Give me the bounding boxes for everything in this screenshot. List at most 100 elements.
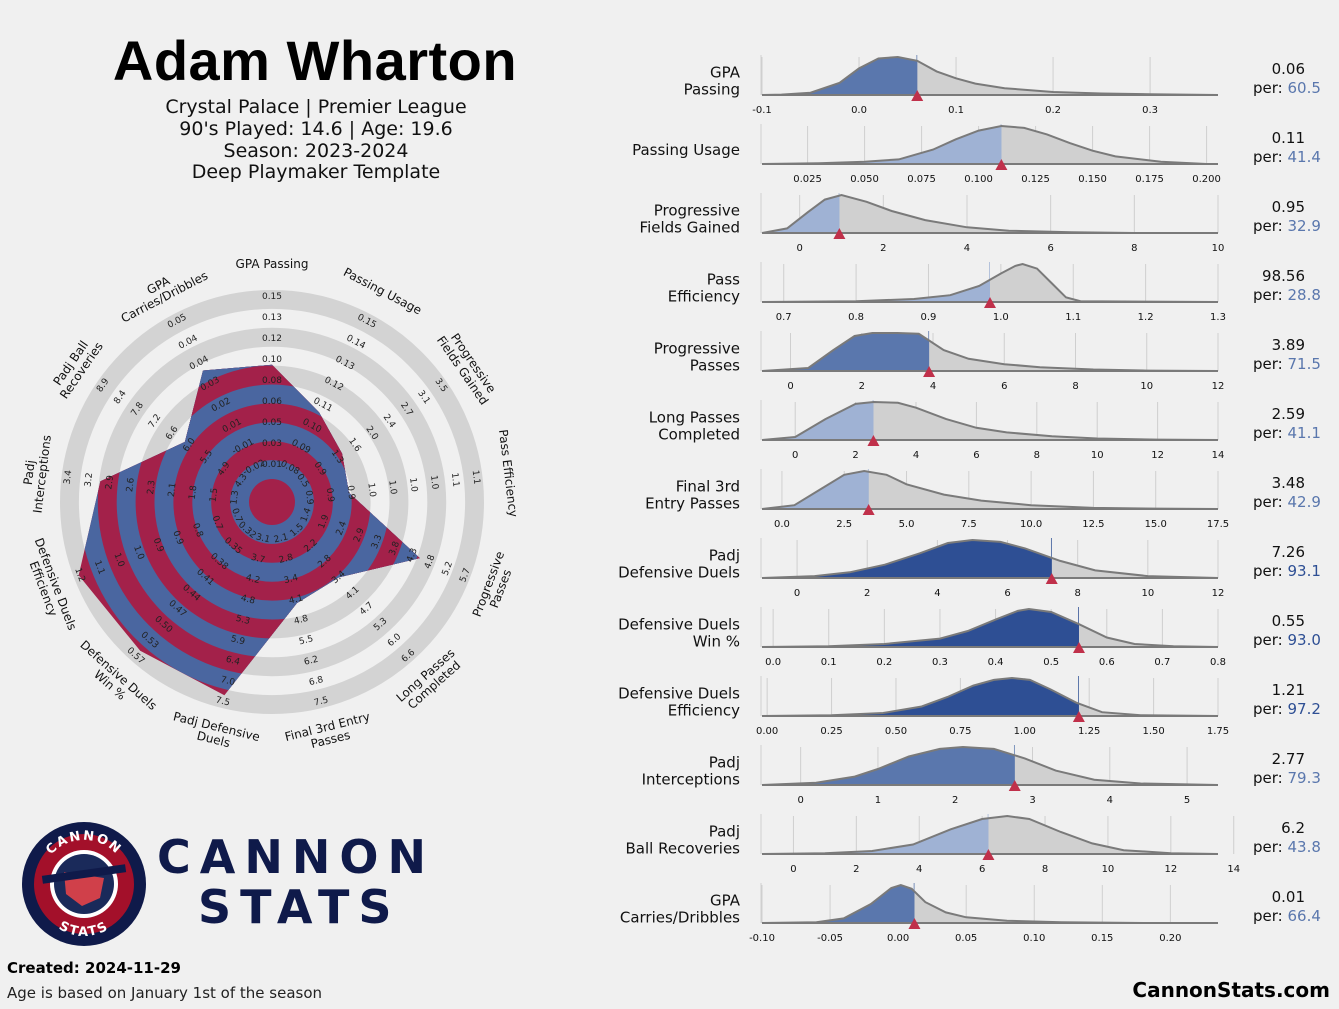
radar-tick-label: 1.4 bbox=[299, 506, 314, 523]
radar-tick-label: 6.8 bbox=[308, 675, 325, 688]
dist-area bbox=[762, 816, 1218, 854]
dist-tick-label: 10 bbox=[1091, 450, 1104, 461]
dist-tick-label: 6 bbox=[1004, 588, 1010, 599]
dist-tick-label: 1.25 bbox=[1078, 726, 1100, 737]
dist-value-text: 0.55 bbox=[1272, 612, 1305, 630]
radar-tick-label: 0.9 bbox=[324, 487, 336, 503]
dist-value-text: 2.59 bbox=[1272, 405, 1305, 423]
dist-tick-label: 8 bbox=[1034, 450, 1040, 461]
dist-curve bbox=[761, 124, 1207, 165]
distribution-row: 0.7 0.8 0.9 1.0 1.1 1.2 1.3 Pass Efficiency 98.56… bbox=[668, 262, 1321, 323]
dist-tick-label: 1.75 bbox=[1207, 726, 1229, 737]
dist-value-text: 2.77 bbox=[1272, 750, 1305, 768]
dist-tick-label: 2 bbox=[852, 450, 858, 461]
dist-tick-label: 10 bbox=[1141, 588, 1154, 599]
dist-value-marker bbox=[1008, 780, 1021, 791]
radar-tick-label: 3.7 bbox=[250, 553, 266, 566]
dist-tick-label: 6 bbox=[979, 864, 985, 875]
logo-word-stats: STATS bbox=[198, 880, 401, 934]
dist-area bbox=[762, 402, 1218, 440]
player-name: Adam Wharton bbox=[112, 29, 518, 92]
dist-tick-label: 12.5 bbox=[1082, 519, 1104, 530]
dist-tick-label: 10.0 bbox=[1020, 519, 1042, 530]
dist-percentile-fill bbox=[762, 471, 869, 509]
dist-tick-label: 4 bbox=[913, 450, 919, 461]
radar-tick-label: 1.0 bbox=[386, 480, 398, 496]
dist-tick-label: 0.05 bbox=[955, 933, 977, 944]
dist-tick-label: 0.00 bbox=[887, 933, 909, 944]
dist-value-marker bbox=[862, 504, 875, 515]
dist-percentile-fill bbox=[762, 57, 918, 95]
dist-tick-label: 4 bbox=[916, 864, 922, 875]
percentile-value: 41.4 bbox=[1287, 148, 1320, 166]
radar-axis-label: Final 3rd EntryPasses bbox=[283, 709, 374, 756]
radar-tick-label: 1.3 bbox=[229, 490, 241, 505]
radar-tick-label: 1.1 bbox=[470, 470, 482, 485]
radar-tick-label: 1.1 bbox=[92, 559, 106, 576]
radar-tick-label: 6.2 bbox=[303, 655, 319, 668]
radar-tick-label: 2.3 bbox=[146, 480, 158, 495]
logo-badge: CANNON STATS bbox=[22, 822, 146, 946]
percentile-prefix: per: bbox=[1253, 838, 1287, 856]
radar-tick-label: 1.0 bbox=[365, 482, 377, 498]
dist-tick-label: 8 bbox=[1131, 243, 1137, 254]
dist-tick-label: 15.0 bbox=[1145, 519, 1167, 530]
dist-metric-label: Progressive Passes bbox=[654, 339, 740, 374]
dist-percentile-fill bbox=[762, 885, 915, 923]
radar-axis-label: Padj DefensiveDuels bbox=[169, 709, 262, 756]
dist-tick-label: 4 bbox=[934, 588, 940, 599]
dist-value-marker bbox=[984, 297, 996, 308]
dist-metric-label: Final 3rd Entry Passes bbox=[645, 477, 740, 512]
dist-metric-label: Pass Efficiency bbox=[668, 270, 740, 305]
percentile-prefix: per: bbox=[1253, 148, 1287, 166]
dist-tick-label: 1 bbox=[875, 795, 881, 806]
dist-tick-label: 0.6 bbox=[1099, 657, 1115, 668]
dist-tick-label: 4 bbox=[964, 243, 970, 254]
dist-tick-label: 10 bbox=[1102, 864, 1115, 875]
dist-tick-label: 0.3 bbox=[932, 657, 948, 668]
radar-axis-label: ProgressivePasses bbox=[469, 549, 519, 623]
radar-tick-label: 0.7 bbox=[210, 514, 224, 531]
dist-tick-label: -0.1 bbox=[752, 105, 772, 116]
dist-tick-label: 0 bbox=[787, 381, 793, 392]
radar-tick-label: 3.4 bbox=[283, 573, 300, 586]
dist-percentile-line: per: 41.4 bbox=[1253, 148, 1321, 166]
radar-tick-label: 2.1 bbox=[273, 532, 289, 545]
dist-tick-label: 4 bbox=[930, 381, 936, 392]
dist-tick-label: 0 bbox=[790, 864, 796, 875]
dist-percentile-line: per: 42.9 bbox=[1253, 493, 1321, 511]
radar-tick-label: 0.08 bbox=[262, 376, 282, 386]
distribution-row: -0.10 -0.05 0.00 0.05 0.10 0.15 0.20 GPA Carries… bbox=[620, 883, 1321, 944]
radar-tick-label: 6.4 bbox=[225, 655, 242, 668]
dist-metric-label: Progressive Fields Gained bbox=[640, 201, 740, 236]
dist-value-text: 1.21 bbox=[1272, 681, 1305, 699]
radar-tick-label: 0.7 bbox=[229, 507, 243, 524]
dist-value-text: 0.95 bbox=[1272, 198, 1305, 216]
radar-tick-label: 2.1 bbox=[167, 482, 179, 497]
dist-tick-label: 1.50 bbox=[1142, 726, 1164, 737]
radar-tick-label: 5.5 bbox=[298, 634, 314, 647]
radar-tick-label: 0.8 bbox=[190, 522, 205, 539]
dist-value-text: 98.56 bbox=[1262, 267, 1305, 285]
dist-tick-label: 0.075 bbox=[907, 174, 936, 185]
dist-tick-label: 0.2 bbox=[1045, 105, 1061, 116]
percentile-prefix: per: bbox=[1253, 562, 1287, 580]
dist-tick-label: 1.3 bbox=[1210, 312, 1226, 323]
dist-metric-label: Padj Ball Recoveries bbox=[626, 822, 741, 857]
radar-axis-label: GPA Passing bbox=[236, 257, 309, 271]
dist-tick-label: 0.10 bbox=[1023, 933, 1045, 944]
dist-percentile-line: per: 71.5 bbox=[1253, 355, 1321, 373]
radar-tick-label: 0.15 bbox=[262, 292, 282, 302]
percentile-value: 93.1 bbox=[1287, 562, 1320, 580]
percentile-prefix: per: bbox=[1253, 355, 1287, 373]
dist-percentile-fill bbox=[762, 818, 989, 854]
dist-tick-label: 0.200 bbox=[1192, 174, 1221, 185]
radar-tick-label: 4.8 bbox=[423, 553, 438, 570]
dist-tick-label: 6 bbox=[973, 450, 979, 461]
dist-percentile-fill bbox=[762, 747, 1015, 785]
radar-tick-label: 1.0 bbox=[407, 477, 419, 493]
cannon-stats-logo: CANNON STATS CANNON STATS bbox=[20, 820, 440, 948]
logo-ring-bottom: STATS bbox=[56, 919, 109, 940]
